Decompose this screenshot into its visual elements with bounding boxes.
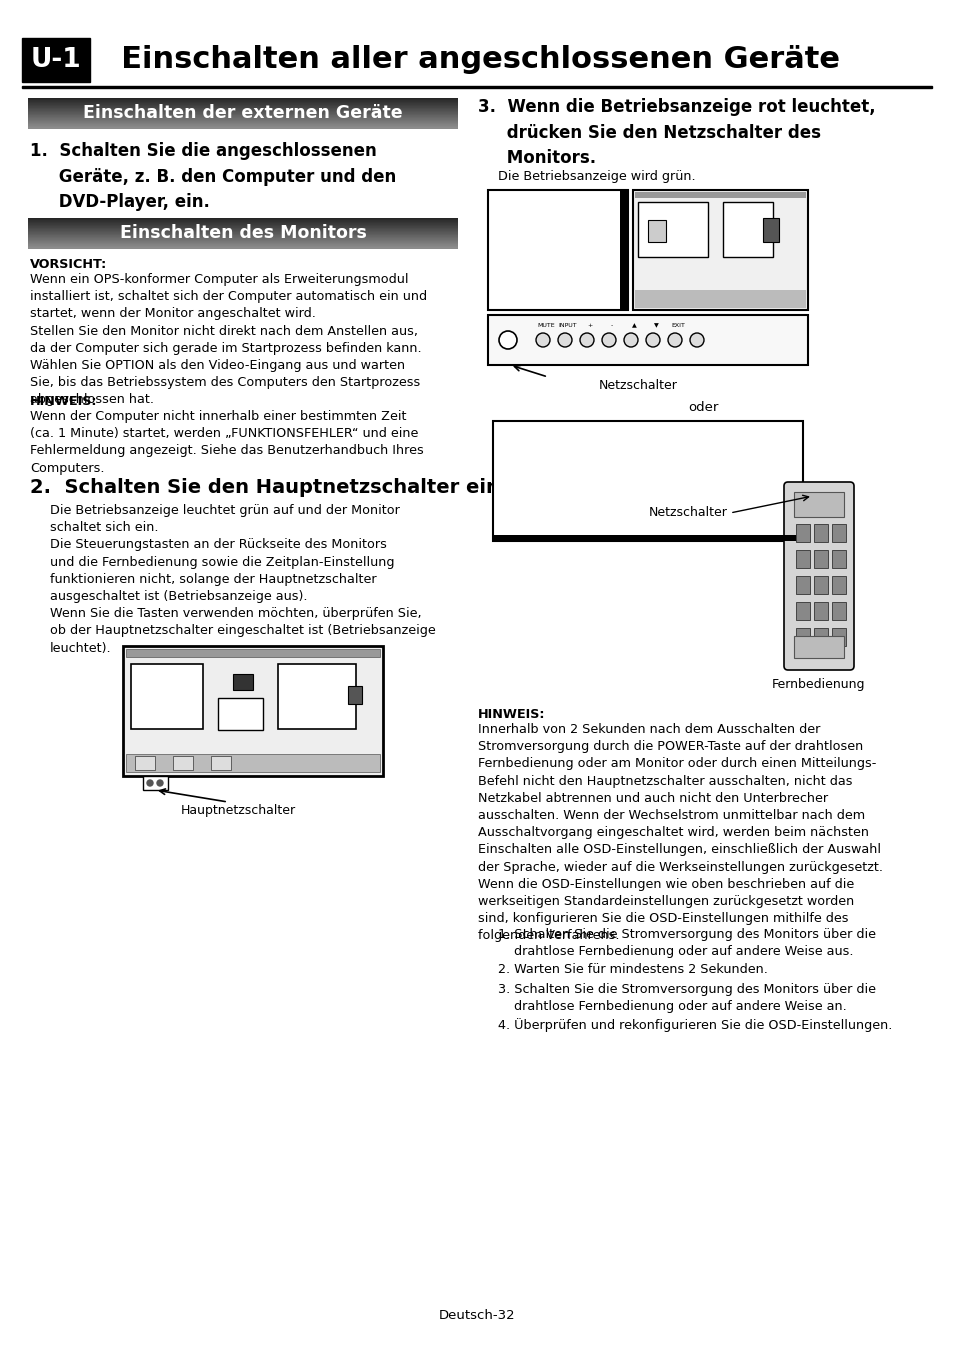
- Bar: [218, 698, 263, 730]
- Bar: [126, 755, 379, 772]
- Bar: [635, 192, 805, 198]
- Bar: [831, 549, 845, 568]
- Circle shape: [157, 780, 163, 786]
- Circle shape: [667, 333, 681, 347]
- Circle shape: [558, 333, 572, 347]
- Text: Netzschalter: Netzschalter: [598, 379, 677, 391]
- Text: U-1: U-1: [30, 47, 81, 73]
- Text: INPUT: INPUT: [558, 323, 577, 328]
- Text: Deutsch-32: Deutsch-32: [438, 1310, 515, 1322]
- Bar: [493, 535, 802, 541]
- Text: 4. Überprüfen und rekonfigurieren Sie die OSD-Einstellungen.: 4. Überprüfen und rekonfigurieren Sie di…: [497, 1018, 891, 1031]
- Text: 2.  Schalten Sie den Hauptnetzschalter ein.: 2. Schalten Sie den Hauptnetzschalter ei…: [30, 478, 507, 497]
- Bar: [123, 647, 382, 776]
- Bar: [795, 576, 809, 594]
- Bar: [795, 524, 809, 541]
- Bar: [22, 38, 90, 82]
- Text: MUTE: MUTE: [537, 323, 555, 328]
- Text: ▼: ▼: [653, 323, 658, 328]
- Bar: [831, 576, 845, 594]
- Text: 3.  Wenn die Betriebsanzeige rot leuchtet,
     drücken Sie den Netzschalter des: 3. Wenn die Betriebsanzeige rot leuchtet…: [477, 99, 875, 167]
- Bar: [813, 628, 827, 647]
- Bar: [22, 86, 931, 88]
- Text: HINWEIS:: HINWEIS:: [30, 396, 97, 408]
- Bar: [722, 202, 772, 256]
- Bar: [831, 524, 845, 541]
- Text: 2. Warten Sie für mindestens 2 Sekunden.: 2. Warten Sie für mindestens 2 Sekunden.: [497, 963, 767, 976]
- Circle shape: [579, 333, 594, 347]
- Text: ▲: ▲: [631, 323, 636, 328]
- Bar: [633, 190, 807, 310]
- Text: oder: oder: [687, 401, 718, 414]
- Text: Wenn der Computer nicht innerhalb einer bestimmten Zeit
(ca. 1 Minute) startet, : Wenn der Computer nicht innerhalb einer …: [30, 410, 423, 475]
- Bar: [143, 776, 168, 790]
- Bar: [126, 649, 379, 657]
- Text: Innerhalb von 2 Sekunden nach dem Ausschalten der
Stromversorgung durch die POWE: Innerhalb von 2 Sekunden nach dem Aussch…: [477, 724, 882, 942]
- Circle shape: [689, 333, 703, 347]
- Text: 3. Schalten Sie die Stromversorgung des Monitors über die
    drahtlose Fernbedi: 3. Schalten Sie die Stromversorgung des …: [497, 983, 875, 1014]
- FancyBboxPatch shape: [783, 482, 853, 670]
- Circle shape: [645, 333, 659, 347]
- Text: Einschalten des Monitors: Einschalten des Monitors: [119, 224, 366, 242]
- Text: Einschalten der externen Geräte: Einschalten der externen Geräte: [83, 104, 402, 122]
- Bar: [793, 636, 843, 657]
- Bar: [813, 549, 827, 568]
- Bar: [488, 190, 627, 310]
- Text: Die Betriebsanzeige leuchtet grün auf und der Monitor
schaltet sich ein.
Die Ste: Die Betriebsanzeige leuchtet grün auf un…: [50, 504, 436, 655]
- Text: Wenn ein OPS-konformer Computer als Erweiterungsmodul
installiert ist, schaltet : Wenn ein OPS-konformer Computer als Erwe…: [30, 273, 427, 406]
- Text: EXIT: EXIT: [670, 323, 684, 328]
- Bar: [795, 549, 809, 568]
- Bar: [813, 602, 827, 620]
- Bar: [793, 491, 843, 517]
- Circle shape: [601, 333, 616, 347]
- Text: Hauptnetzschalter: Hauptnetzschalter: [180, 805, 295, 817]
- Bar: [211, 756, 231, 770]
- Bar: [172, 756, 193, 770]
- Bar: [831, 628, 845, 647]
- Circle shape: [536, 333, 550, 347]
- Text: Einschalten aller angeschlossenen Geräte: Einschalten aller angeschlossenen Geräte: [100, 46, 840, 74]
- Bar: [135, 756, 154, 770]
- Bar: [638, 202, 707, 256]
- Text: 1.  Schalten Sie die angeschlossenen
     Geräte, z. B. den Computer und den
   : 1. Schalten Sie die angeschlossenen Gerä…: [30, 142, 395, 212]
- Text: 1. Schalten Sie die Stromversorgung des Monitors über die
    drahtlose Fernbedi: 1. Schalten Sie die Stromversorgung des …: [497, 927, 875, 958]
- Circle shape: [147, 780, 152, 786]
- Bar: [647, 220, 665, 242]
- Bar: [762, 217, 779, 242]
- Text: VORSICHT:: VORSICHT:: [30, 258, 107, 271]
- Text: HINWEIS:: HINWEIS:: [477, 707, 545, 721]
- Bar: [813, 524, 827, 541]
- Text: Fernbedienung: Fernbedienung: [771, 678, 864, 691]
- Bar: [277, 664, 355, 729]
- Bar: [619, 190, 627, 310]
- Text: Netzschalter: Netzschalter: [648, 506, 727, 520]
- Bar: [795, 602, 809, 620]
- Text: Die Betriebsanzeige wird grün.: Die Betriebsanzeige wird grün.: [497, 170, 695, 184]
- Bar: [795, 628, 809, 647]
- Bar: [813, 576, 827, 594]
- Bar: [233, 674, 253, 690]
- Bar: [131, 664, 203, 729]
- Text: -: -: [610, 323, 613, 328]
- Bar: [348, 686, 361, 703]
- Bar: [488, 315, 807, 364]
- Circle shape: [498, 331, 517, 350]
- Bar: [493, 421, 802, 541]
- Bar: [831, 602, 845, 620]
- Circle shape: [623, 333, 638, 347]
- Text: +: +: [587, 323, 592, 328]
- Bar: [635, 290, 805, 308]
